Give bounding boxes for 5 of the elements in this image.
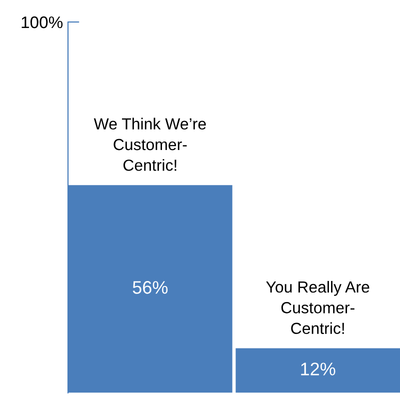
y-tick-label: 100% [22,16,63,28]
annotation: We Think We’re Customer- Centric! [94,118,206,171]
annotation: You Really Are Customer- Centric! [266,280,370,334]
data-label: 56% [132,281,168,294]
data-label: 12% [301,362,336,376]
